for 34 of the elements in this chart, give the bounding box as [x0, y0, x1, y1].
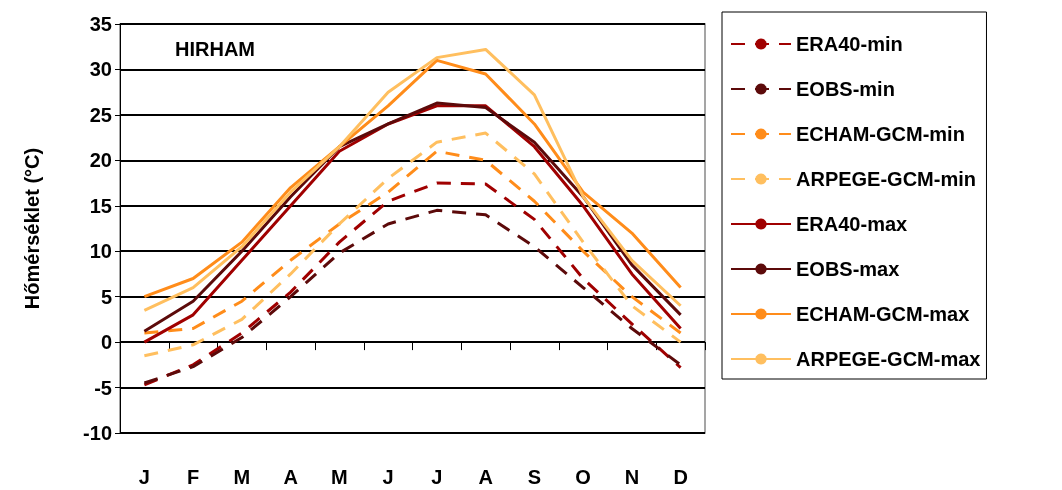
- line-series: [142, 131, 683, 358]
- y-tick-label: 20: [89, 149, 112, 172]
- y-tick-label: 0: [100, 331, 112, 354]
- legend-label: ARPEGE-GCM-min: [796, 168, 976, 190]
- x-tick-label: J: [138, 466, 150, 488]
- y-tick-label: 5: [100, 285, 112, 308]
- y-tick-label: 10: [89, 240, 112, 263]
- legend-label: ARPEGE-GCM-max: [796, 348, 981, 370]
- y-tick-label: 30: [89, 58, 112, 81]
- x-tick-label: N: [624, 466, 640, 488]
- y-tick-label: 15: [89, 194, 112, 217]
- legend-label: EOBS-max: [796, 258, 900, 280]
- x-tick-label: J: [382, 466, 394, 488]
- text: HIRHAM: [175, 38, 255, 60]
- x-tick-label: J: [431, 466, 443, 488]
- y-tick-label: -10: [83, 422, 112, 444]
- y-tick-label: -5: [94, 376, 112, 399]
- legend-label: ERA40-min: [796, 33, 903, 55]
- line-series: [142, 149, 683, 335]
- x-tick-label: A: [478, 466, 493, 488]
- x-tick-label: M: [233, 466, 251, 488]
- x-tick-label: S: [527, 466, 542, 488]
- y-tick-label: 35: [89, 13, 112, 35]
- legend-label: EOBS-min: [796, 78, 895, 100]
- legend-label: ECHAM-GCM-max: [796, 303, 970, 325]
- y-tick-label: 25: [89, 103, 112, 126]
- x-tick-label: D: [673, 466, 688, 488]
- legend-label: ECHAM-GCM-min: [796, 123, 965, 145]
- x-tick-label: O: [575, 466, 591, 488]
- x-tick-label: A: [283, 466, 298, 488]
- x-tick-label: F: [187, 466, 200, 488]
- x-tick-label: M: [331, 466, 348, 488]
- legend-label: ERA40-max: [796, 213, 908, 235]
- y-axis-title: Hőmérséklet (°C): [21, 147, 43, 310]
